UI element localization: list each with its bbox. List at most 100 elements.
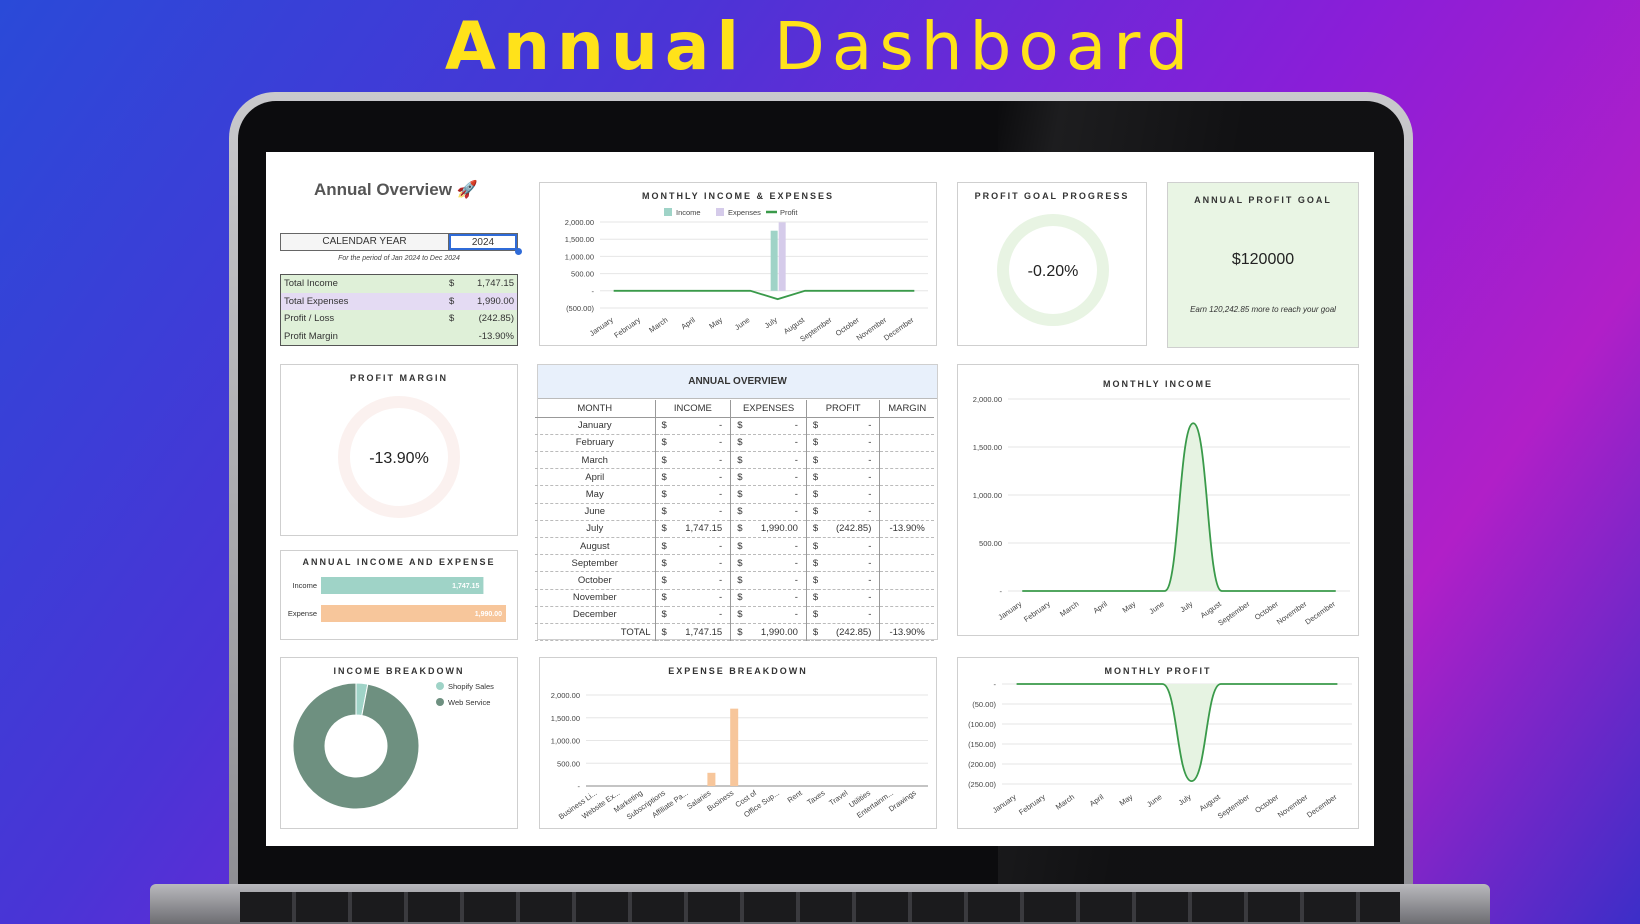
profit-cell: - — [818, 537, 881, 556]
month-cell: September — [535, 554, 656, 573]
summary-row-profit: Profit / Loss $ (242.85) — [281, 310, 517, 328]
x-tick-label: February — [612, 315, 642, 340]
margin-cell — [879, 537, 934, 556]
summary-label: Profit Margin — [284, 330, 338, 342]
income-cell: - — [666, 451, 732, 470]
profit-cell: - — [818, 451, 881, 470]
x-tick-label: December — [1305, 792, 1339, 820]
panel-title: INCOME BREAKDOWN — [333, 666, 465, 676]
summary-value: 1,990.00 — [477, 295, 514, 307]
y-tick-label: 2,000.00 — [565, 218, 594, 227]
annual-overview-title: Annual Overview 🚀 — [314, 180, 478, 199]
x-tick-label: January — [991, 792, 1018, 815]
income-cell: - — [666, 606, 732, 624]
table-row: May $ - $ - $ - — [535, 485, 934, 504]
summary-row-expenses: Total Expenses $1,990.00 — [281, 292, 517, 310]
x-tick-label: March — [647, 315, 669, 334]
y-tick-label: - — [578, 782, 581, 791]
table-row: August $ - $ - $ - — [535, 537, 934, 556]
profit-cell: - — [818, 606, 881, 624]
summary-currency — [449, 328, 463, 346]
chart-marks: Income 1,747.15 Expense 1,990.00 — [288, 577, 506, 622]
table-row: January $ - $ - $ - — [535, 417, 934, 435]
profit-goal-progress-panel[interactable]: PROFIT GOAL PROGRESS -0.20% — [957, 182, 1147, 346]
x-tick-label: March — [1058, 599, 1080, 618]
expense-breakdown-panel[interactable]: EXPENSE BREAKDOWN 2,000.00 1,500.00 1,000.… — [539, 657, 937, 829]
expenses-cell: - — [742, 554, 807, 573]
table-row: February $ - $ - $ - — [535, 434, 934, 453]
income-breakdown-chart: Shopify Sales Web Service — [292, 682, 494, 810]
y-tick-label: 2,000.00 — [973, 395, 1002, 404]
income-cell: - — [666, 434, 732, 453]
x-tick-label: June — [733, 315, 751, 332]
x-tick-label: May — [707, 315, 724, 331]
margin-cell — [879, 606, 934, 624]
legend-label: Profit — [780, 208, 798, 217]
currency-cell: $ — [806, 606, 819, 624]
currency-cell: $ — [806, 520, 819, 539]
currency-cell: $ — [806, 468, 819, 487]
monthly-income-expenses-chart: Income Expenses Profit 2,000.00 1,500.00 1,0… — [565, 208, 928, 344]
x-tick-label: Travel — [827, 788, 849, 807]
monthly-income-expenses-panel[interactable]: MONTHLY INCOME & EXPENSES Income Expenses… — [539, 182, 937, 346]
expenses-cell: - — [742, 451, 807, 470]
laptop-keyboard — [150, 884, 1490, 924]
legend-label: Shopify Sales — [448, 682, 494, 691]
income-cell: 1,747.15 — [666, 623, 732, 642]
summary-label: Profit / Loss — [284, 313, 335, 324]
legend-swatch — [436, 698, 444, 706]
income-cell: - — [666, 554, 732, 573]
currency-cell: $ — [806, 589, 819, 607]
currency-cell: $ — [655, 589, 667, 607]
income-bar — [770, 230, 778, 291]
expenses-cell: - — [742, 571, 807, 590]
currency-cell: $ — [730, 554, 743, 573]
annual-profit-goal-panel[interactable]: ANNUAL PROFIT GOAL $120000 Earn 120,242.… — [1167, 182, 1359, 348]
month-cell: July — [535, 520, 656, 539]
y-tick-label: 1,000.00 — [973, 491, 1002, 500]
profit-margin-panel[interactable]: PROFIT MARGIN -13.90% — [280, 364, 518, 536]
income-breakdown-panel[interactable]: INCOME BREAKDOWN Shopify Sales Web Servic… — [280, 657, 518, 829]
income-cell: 1,747.15 — [666, 520, 732, 539]
currency-cell: $ — [730, 589, 743, 607]
monthly-profit-panel[interactable]: MONTHLY PROFIT - (50.00) (100.00) (150.00) (… — [957, 657, 1359, 829]
x-tick-label: July — [1177, 792, 1193, 807]
y-tick-label: 1,500.00 — [551, 714, 580, 723]
calendar-year-label: CALENDAR YEAR — [281, 234, 449, 250]
profit-cell: - — [818, 434, 881, 453]
x-tick-label: December — [882, 315, 916, 343]
currency-cell: $ — [806, 571, 819, 590]
table-row: September $ - $ - $ - — [535, 554, 934, 573]
annual-income-expense-panel[interactable]: ANNUAL INCOME AND EXPENSE Income 1,747.15… — [280, 550, 518, 640]
currency-cell: $ — [806, 623, 819, 642]
currency-cell: $ — [655, 468, 667, 487]
margin-cell — [879, 417, 934, 435]
currency-cell: $ — [655, 520, 667, 539]
panel-title: PROFIT MARGIN — [350, 373, 448, 383]
x-tick-label: May — [1121, 599, 1138, 615]
bar-value-label: 1,990.00 — [475, 611, 502, 618]
currency-cell: $ — [806, 434, 819, 453]
margin-cell — [879, 571, 934, 590]
area-line — [1022, 422, 1336, 592]
month-cell: May — [535, 485, 656, 504]
y-tick-label: 500.00 — [571, 270, 594, 279]
currency-cell: $ — [730, 417, 743, 435]
gauge-ring — [338, 396, 460, 518]
income-cell: - — [666, 485, 732, 504]
expenses-cell: - — [742, 434, 807, 453]
calendar-year-input[interactable]: 2024 — [449, 234, 517, 250]
currency-cell: $ — [655, 606, 667, 624]
calendar-year-row: CALENDAR YEAR 2024 — [280, 233, 522, 255]
y-tick-label: (200.00) — [968, 760, 996, 769]
currency-cell: $ — [806, 417, 819, 435]
monthly-income-panel[interactable]: MONTHLY INCOME 2,000.00 1,500.00 1,000.00 5… — [957, 364, 1359, 636]
margin-cell — [879, 434, 934, 453]
income-cell: - — [666, 537, 732, 556]
margin-cell — [879, 468, 934, 487]
cell-fill-handle[interactable] — [515, 248, 522, 255]
x-tick-label: September — [1216, 599, 1252, 628]
chart-marks — [586, 708, 928, 787]
chart-legend: Shopify Sales Web Service — [436, 682, 494, 707]
summary-label: Total Expenses — [284, 295, 349, 307]
